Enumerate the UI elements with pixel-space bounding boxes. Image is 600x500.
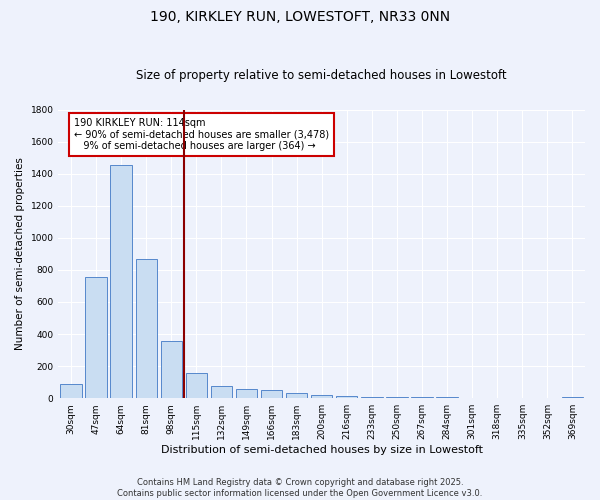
Bar [85, 277, 107, 398]
Bar [236, 388, 257, 398]
X-axis label: Distribution of semi-detached houses by size in Lowestoft: Distribution of semi-detached houses by … [161, 445, 483, 455]
Bar [361, 396, 383, 398]
Title: Size of property relative to semi-detached houses in Lowestoft: Size of property relative to semi-detach… [136, 69, 507, 82]
Bar [336, 396, 358, 398]
Bar [60, 384, 82, 398]
Bar [185, 374, 207, 398]
Y-axis label: Number of semi-detached properties: Number of semi-detached properties [15, 158, 25, 350]
Bar [261, 390, 282, 398]
Text: 190 KIRKLEY RUN: 114sqm
← 90% of semi-detached houses are smaller (3,478)
   9% : 190 KIRKLEY RUN: 114sqm ← 90% of semi-de… [74, 118, 329, 152]
Bar [311, 394, 332, 398]
Bar [161, 342, 182, 398]
Text: 190, KIRKLEY RUN, LOWESTOFT, NR33 0NN: 190, KIRKLEY RUN, LOWESTOFT, NR33 0NN [150, 10, 450, 24]
Bar [136, 260, 157, 398]
Bar [211, 386, 232, 398]
Bar [286, 392, 307, 398]
Bar [562, 396, 583, 398]
Bar [110, 165, 132, 398]
Text: Contains HM Land Registry data © Crown copyright and database right 2025.
Contai: Contains HM Land Registry data © Crown c… [118, 478, 482, 498]
